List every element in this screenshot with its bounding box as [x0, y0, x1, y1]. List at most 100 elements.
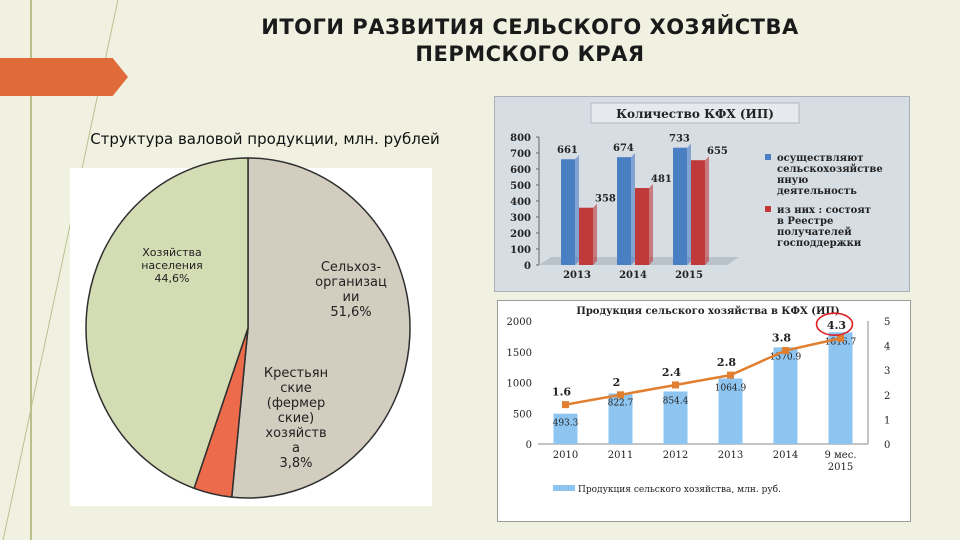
production-xtick-label: 2013	[718, 450, 743, 461]
kfh-legend-swatch	[765, 154, 771, 160]
kfh-ytick-label: 700	[510, 149, 531, 160]
production-line-point	[617, 391, 624, 399]
production-ytick-label: 1500	[507, 348, 532, 359]
kfh-legend-line: деятельность	[777, 186, 857, 197]
production-bar-value: 1064.9	[715, 384, 747, 394]
production-xtick-label: 2011	[608, 450, 633, 461]
kfh-bar	[617, 157, 631, 265]
production-bar	[828, 332, 853, 444]
production-xtick-label: 2014	[773, 450, 798, 461]
kfh-legend-swatch	[765, 206, 771, 212]
kfh-ytick-label: 500	[510, 181, 531, 192]
production-ytick-label: 0	[526, 440, 532, 451]
production-line-value: 4.3	[827, 319, 846, 332]
production-line-value: 3.8	[772, 332, 791, 345]
kfh-bar-side	[593, 203, 597, 265]
production-line-point	[727, 371, 734, 379]
production-xtick-line: 2015	[828, 462, 853, 473]
kfh-count-panel: Количество КФХ (ИП) 0 100 200 300 400 500 600 70…	[494, 96, 910, 292]
production-ytick-label: 500	[513, 409, 532, 420]
production-bar	[553, 413, 578, 444]
page-title-line1: ИТОГИ РАЗВИТИЯ СЕЛЬСКОГО ХОЗЯЙСТВА	[261, 15, 799, 39]
production-line-value: 1.6	[552, 386, 571, 399]
kfh-bar-side	[705, 156, 709, 265]
production-y2tick-label: 3	[884, 366, 890, 377]
production-line-value: 2.8	[717, 356, 736, 369]
production-xtick-label: 2010	[553, 450, 578, 461]
kfh-bar	[561, 159, 575, 265]
kfh-legend-line: господдержки	[777, 238, 862, 249]
kfh-ytick-label: 300	[510, 213, 531, 224]
production-bar-value: 854.4	[663, 396, 689, 406]
kfh-bar-side	[631, 153, 635, 265]
kfh-legend-label: осуществляют сельскохозяйстве нную деятельн…	[777, 153, 883, 197]
decor-vertical-line	[30, 0, 32, 540]
production-line-point	[782, 347, 789, 355]
production-y2tick-label: 5	[884, 317, 890, 328]
kfh-xtick-label: 2015	[675, 270, 703, 281]
kfh-ytick-label: 100	[510, 245, 531, 256]
pie-label-farms: Крестьян ские (фермер ские) хозяйств а 3…	[263, 366, 329, 471]
kfh-bar	[579, 207, 593, 265]
kfh-legend-label: из них : состоят в Реестре получателей госп…	[777, 205, 871, 249]
production-y2tick-label: 2	[884, 391, 890, 402]
kfh-ytick-label: 200	[510, 229, 531, 240]
production-bar	[718, 378, 743, 444]
kfh-title-box	[590, 102, 800, 124]
kfh-bar-value: 661	[557, 145, 578, 156]
production-chart: Продукция сельского хозяйства в КФХ (ИП)…	[507, 306, 891, 495]
production-ytick-label: 1000	[507, 379, 532, 390]
production-panel: Продукция сельского хозяйства в КФХ (ИП)…	[497, 300, 911, 522]
production-line-value: 2	[613, 376, 621, 389]
kfh-chart-title: Количество КФХ (ИП)	[616, 107, 774, 121]
pie-chart-panel: Сельхоз- организац ии 51,6% Крестьян ски…	[70, 157, 432, 506]
production-bar-value: 1570.9	[770, 352, 802, 362]
kfh-legend-line: из них : состоят	[777, 205, 871, 216]
page-title-line2: ПЕРМСКОГО КРАЯ	[415, 42, 645, 66]
kfh-ytick-label: 800	[510, 133, 531, 144]
kfh-xtick-label: 2013	[563, 270, 591, 281]
production-chart-title: Продукция сельского хозяйства в КФХ (ИП)	[576, 306, 839, 317]
kfh-bar	[691, 160, 705, 265]
production-y2tick-label: 0	[884, 440, 890, 451]
kfh-bar	[635, 188, 649, 265]
production-y2tick-label: 1	[884, 415, 890, 426]
production-bar-value: 1816.7	[825, 337, 857, 347]
production-line-value: 2.4	[662, 366, 681, 379]
kfh-ytick-label: 400	[510, 197, 531, 208]
production-y2tick-label: 4	[884, 342, 890, 353]
kfh-legend-line: получателей	[777, 227, 852, 238]
production-line	[565, 337, 841, 406]
production-bar	[608, 393, 633, 444]
production-line-point	[837, 334, 844, 342]
accent-flag	[0, 58, 128, 96]
kfh-legend-line: нную	[777, 175, 808, 186]
kfh-legend-line: сельскохозяйстве	[777, 164, 883, 175]
production-xtick-label: 9 мес. 2015	[824, 450, 856, 473]
production-line-point	[672, 381, 679, 389]
pie-chart	[85, 157, 411, 499]
production-bar	[773, 347, 798, 444]
production-highlight-circle	[815, 312, 854, 337]
kfh-bar-value: 733	[669, 134, 690, 145]
page-title: ИТОГИ РАЗВИТИЯ СЕЛЬСКОГО ХОЗЯЙСТВА ПЕРМС…	[150, 14, 910, 68]
production-bar-value: 822.7	[608, 398, 634, 408]
production-xtick-label: 2012	[663, 450, 688, 461]
kfh-ytick-label: 600	[510, 165, 531, 176]
kfh-count-chart: Количество КФХ (ИП) 0 100 200 300 400 500 600 70…	[510, 102, 883, 281]
pie-label-agrorg: Сельхоз- организац ии 51,6%	[315, 260, 387, 320]
kfh-legend-line: в Реестре	[777, 216, 833, 227]
production-legend-label: Продукция сельского хозяйства, млн. руб.	[578, 484, 781, 495]
pie-label-households: Хозяйства населения 44,6%	[141, 246, 203, 285]
kfh-ytick-label: 0	[524, 261, 531, 272]
production-line-point	[562, 401, 569, 409]
kfh-bar-value: 674	[613, 143, 634, 154]
production-bar	[663, 391, 688, 444]
pie-slice-agrorg	[230, 157, 411, 499]
pie-chart-title: Структура валовой продукции, млн. рублей	[90, 130, 440, 148]
kfh-bar-side	[649, 184, 653, 265]
production-xtick-line: 9 мес.	[824, 450, 856, 461]
kfh-bar	[673, 147, 687, 265]
kfh-bar-side	[687, 143, 691, 265]
production-ytick-label: 2000	[507, 317, 532, 328]
